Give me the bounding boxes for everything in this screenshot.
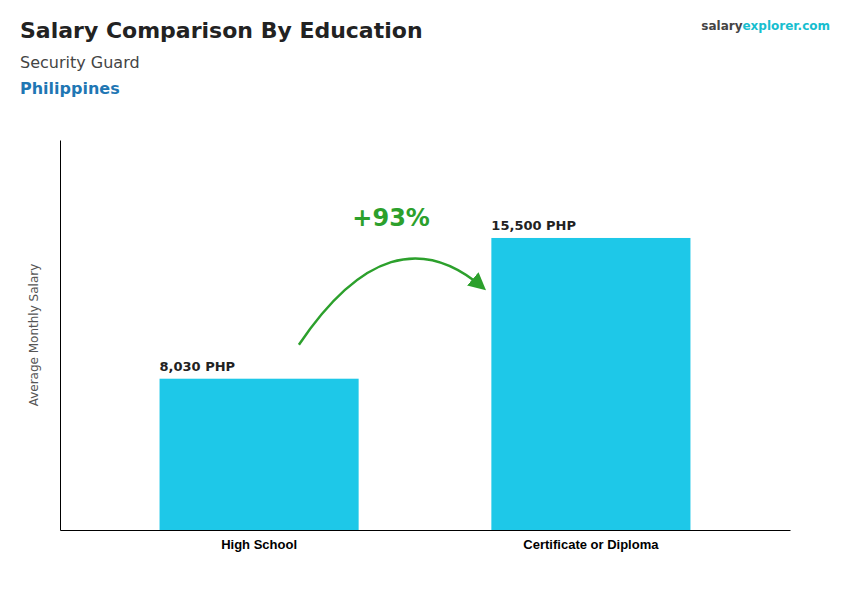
title: Salary Comparison By Education — [20, 18, 423, 43]
bars — [160, 238, 691, 530]
x-tick-label: Certificate or Diploma — [523, 537, 659, 552]
bar — [491, 238, 690, 530]
subtitle: Security Guard — [20, 53, 140, 72]
y-axis — [60, 141, 61, 531]
x-axis-line — [61, 530, 791, 531]
y-axis-line — [60, 141, 61, 531]
data-labels: 8,030 PHP 15,500 PHP — [160, 218, 576, 374]
annotation: Philippines — [20, 79, 120, 98]
data-label: 15,500 PHP — [491, 218, 576, 233]
annotation: +93% — [352, 204, 430, 232]
plot: High School Certificate or Diploma 8,030 P… — [61, 141, 791, 553]
x-axis: High School Certificate or Diploma — [61, 531, 791, 553]
y-axis-title: Average Monthly Salary — [27, 264, 41, 407]
x-tick: High School — [221, 537, 297, 552]
bar — [160, 379, 359, 530]
watermark-part: explorer.com — [742, 19, 830, 33]
x-tick: Certificate or Diploma — [523, 537, 659, 552]
change-arrow — [299, 258, 483, 344]
watermark: salaryexplorer.com — [701, 19, 830, 33]
watermark-part: salary — [701, 19, 742, 33]
x-tick-label: High School — [221, 537, 297, 552]
chart: Salary Comparison By Education Security G… — [0, 0, 850, 606]
data-label: 8,030 PHP — [160, 359, 236, 374]
